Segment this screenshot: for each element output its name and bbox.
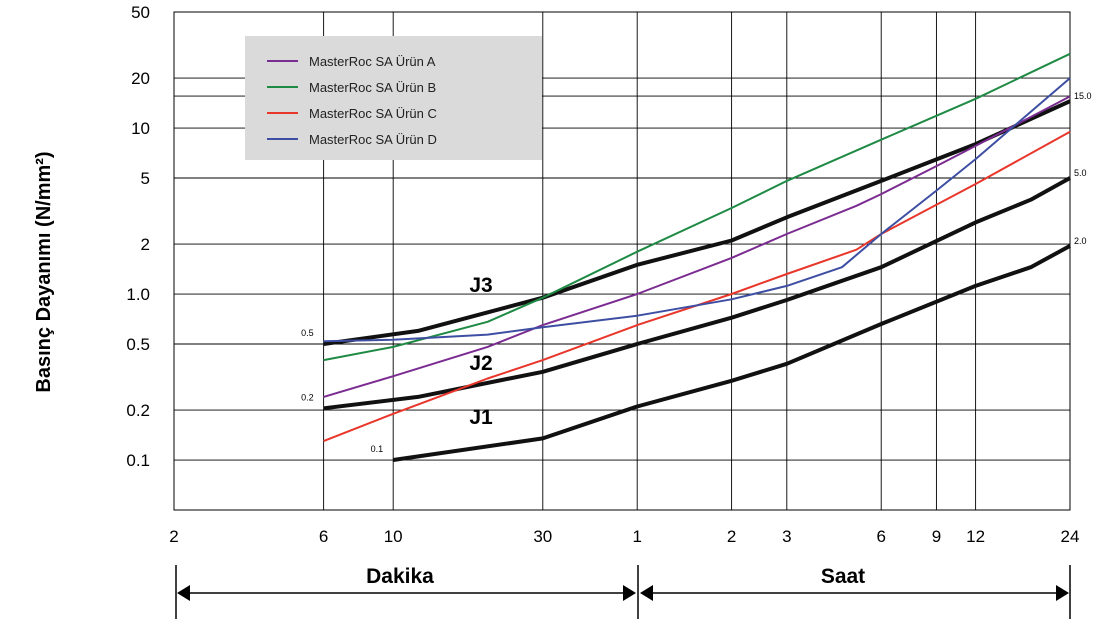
x-tick-label: 24: [1061, 527, 1080, 546]
reference-curves: [323, 99, 1071, 462]
x-tick-label: 10: [384, 527, 403, 546]
curve-end-label: 5.0: [1074, 168, 1087, 178]
y-axis-title: Basınç Dayanımı (N/mm²): [33, 151, 55, 392]
arrowhead-left: [177, 585, 190, 601]
legend-entry: MasterRoc SA Ürün A: [309, 54, 436, 69]
legend-entry: MasterRoc SA Ürün C: [309, 106, 437, 121]
x-tick-label: 9: [932, 527, 941, 546]
curve-start-label: 0.2: [301, 392, 314, 402]
curve-name-label: J2: [469, 352, 492, 375]
curve-name-label: J1: [469, 406, 493, 429]
y-tick-label: 5: [141, 169, 150, 188]
legend-entry: MasterRoc SA Ürün B: [309, 80, 436, 95]
arrowhead-right: [1056, 585, 1069, 601]
series-line-a: [323, 95, 1071, 398]
reference-curve-j1: [392, 244, 1071, 462]
grid: [173, 11, 1071, 511]
x-tick-label: 2: [169, 527, 178, 546]
series-line-b: [323, 52, 1071, 362]
y-axis: 50 20 10 5 2 1.0 0.5 0.2 0.1: [126, 3, 150, 470]
curve-labels: 0.1 2.0 J1 0.2 5.0 J2 0.5 15.0 J3: [301, 91, 1091, 454]
reference-curve-j2: [323, 176, 1071, 411]
range-label-minutes: Dakika: [366, 565, 434, 588]
reference-curve-j3: [323, 99, 1071, 346]
x-tick-label: 6: [876, 527, 885, 546]
time-ranges: Dakika Saat: [175, 565, 1071, 619]
product-series: [323, 52, 1071, 443]
range-label-hours: Saat: [821, 565, 865, 588]
y-tick-label: 0.5: [126, 335, 150, 354]
x-axis: 2 6 10 30 1 2 3 6 9 12 24: [169, 527, 1079, 546]
series-line-c: [323, 130, 1071, 443]
x-tick-label: 12: [966, 527, 985, 546]
y-tick-label: 0.1: [126, 451, 150, 470]
y-tick-label: 1.0: [126, 285, 150, 304]
x-tick-label: 30: [533, 527, 552, 546]
y-tick-label: 0.2: [126, 401, 150, 420]
y-tick-label: 50: [131, 3, 150, 22]
legend-entry: MasterRoc SA Ürün D: [309, 132, 437, 147]
legend: MasterRoc SA Ürün A MasterRoc SA Ürün B Ma…: [245, 36, 542, 160]
curve-end-label: 15.0: [1074, 91, 1092, 101]
series-line-d: [323, 77, 1071, 343]
x-tick-label: 2: [727, 527, 736, 546]
curve-start-label: 0.1: [371, 444, 384, 454]
y-tick-label: 2: [141, 235, 150, 254]
curve-end-label: 2.0: [1074, 236, 1087, 246]
y-tick-label: 20: [131, 69, 150, 88]
x-tick-label: 6: [319, 527, 328, 546]
arrowhead-right: [623, 585, 636, 601]
x-tick-label: 1: [632, 527, 641, 546]
plot-frame: [173, 11, 1071, 511]
y-tick-label: 10: [131, 119, 150, 138]
curve-start-label: 0.5: [301, 328, 314, 338]
curve-name-label: J3: [469, 274, 492, 297]
x-tick-label: 3: [782, 527, 791, 546]
arrowhead-left: [640, 585, 653, 601]
